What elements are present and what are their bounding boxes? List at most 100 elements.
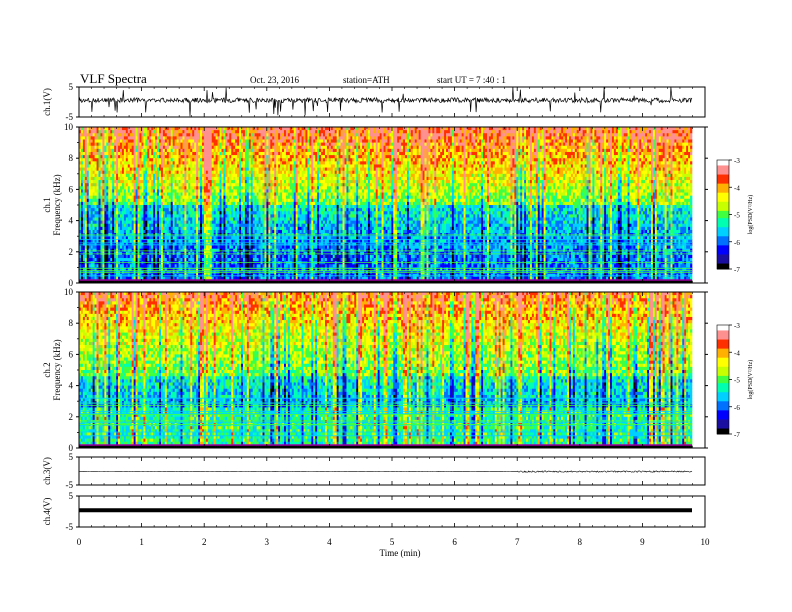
colorbar-segment xyxy=(717,417,729,420)
y-tick-label: 2 xyxy=(69,412,74,422)
waveform-trace xyxy=(78,87,693,117)
colorbar-segment xyxy=(717,178,729,181)
y-tick-label: 4 xyxy=(69,381,74,391)
colorbar-segment xyxy=(717,187,729,190)
colorbar-segment xyxy=(717,198,729,201)
figure-title: VLF Spectra xyxy=(80,71,147,86)
colorbar-segment xyxy=(717,395,729,399)
colorbar-segment xyxy=(717,383,729,386)
colorbar-segment xyxy=(717,258,729,261)
colorbar: -3 -4 -5 -6 -7 log(PSD(V²/Hz) xyxy=(716,157,754,274)
colorbar-segment xyxy=(717,359,729,362)
y-tick-label: 10 xyxy=(64,122,74,132)
colorbar-segment xyxy=(717,428,729,431)
colorbar-segment xyxy=(717,250,729,254)
colorbar-tick-label: -6 xyxy=(734,404,740,412)
colorbar-segment xyxy=(717,267,729,270)
colorbar-segment xyxy=(717,161,729,165)
colorbar-segment xyxy=(717,265,729,268)
colorbar-label: log(PSD(V²/Hz) xyxy=(747,360,754,399)
colorbar-segment xyxy=(717,243,729,246)
colorbar-segment xyxy=(717,221,729,225)
spectrogram-cells xyxy=(79,292,693,449)
waveform-trace xyxy=(78,470,693,473)
x-tick-label: 3 xyxy=(265,537,270,547)
y-tick-label: 0 xyxy=(69,278,74,288)
colorbar-segment xyxy=(717,432,729,435)
colorbar-segment xyxy=(717,247,729,250)
colorbar-segment xyxy=(717,414,729,417)
y-axis-label: ch.4(V) xyxy=(42,498,52,526)
colorbar-segment xyxy=(717,330,729,333)
y-tick-label: -5 xyxy=(66,522,74,532)
colorbar-segment xyxy=(717,209,729,212)
colorbar-segment xyxy=(717,379,729,382)
colorbar-segment xyxy=(717,160,729,163)
colorbar-segment xyxy=(717,205,729,208)
colorbar-segment xyxy=(717,328,729,331)
colorbar-segment xyxy=(717,394,729,397)
colorbar-tick-label: -4 xyxy=(734,184,740,192)
colorbar-segment xyxy=(717,229,729,232)
ch4-waveform-panel: 5 -5 ch.4(V) xyxy=(42,491,706,532)
y-tick-label: 5 xyxy=(69,491,74,501)
colorbar-segment xyxy=(717,263,729,266)
colorbar-segment xyxy=(717,261,729,265)
station-label: station=ATH xyxy=(343,75,390,85)
colorbar-segment xyxy=(717,174,729,177)
x-axis-label: Time (min) xyxy=(380,548,421,558)
colorbar-label: log(PSD(V²/Hz) xyxy=(747,195,754,234)
colorbar-segment xyxy=(717,241,729,245)
colorbar-segment xyxy=(717,355,729,359)
colorbar-segment xyxy=(717,370,729,373)
colorbar-segment xyxy=(717,227,729,230)
colorbar-segment xyxy=(717,408,729,411)
colorbar-segment xyxy=(717,430,729,433)
colorbar-segment xyxy=(717,236,729,239)
colorbar-segment xyxy=(717,212,729,215)
y-tick-label: 4 xyxy=(69,216,74,226)
x-tick-label: 0 xyxy=(77,537,82,547)
colorbar-segment xyxy=(717,169,729,172)
colorbar-segment xyxy=(717,375,729,379)
time-axis: Time (min) 0 1 2 3 4 5 6 7 8 9 10 xyxy=(77,537,710,558)
colorbar-segment xyxy=(717,172,729,176)
x-tick-label: 8 xyxy=(578,537,583,547)
colorbar-segment xyxy=(717,399,729,402)
colorbar-segment xyxy=(717,426,729,430)
ch1-waveform-panel: 5 -5 ch.1(V) xyxy=(42,82,706,122)
y-tick-label: -5 xyxy=(66,480,74,490)
colorbar-segment xyxy=(717,415,729,419)
colorbar-segment xyxy=(717,216,729,219)
colorbar-segment xyxy=(717,176,729,179)
y-tick-label: -5 xyxy=(66,112,74,122)
y-tick-label: 5 xyxy=(69,82,74,92)
colorbars: -3 -4 -5 -6 -7 log(PSD(V²/Hz) -3 -4 -5 -6 -7 log(PS… xyxy=(716,157,754,439)
y-tick-label: 10 xyxy=(64,287,74,297)
colorbar-segment xyxy=(717,163,729,166)
colorbar-tick-label: -6 xyxy=(734,239,740,247)
colorbar-segment xyxy=(717,254,729,257)
y-tick-label: 8 xyxy=(69,318,74,328)
colorbar-segment xyxy=(717,401,729,404)
colorbar-segment xyxy=(717,424,729,428)
colorbar-segment xyxy=(717,179,729,183)
colorbar-tick-label: -3 xyxy=(734,157,740,165)
x-tick-label: 9 xyxy=(640,537,645,547)
x-tick-label: 4 xyxy=(327,537,332,547)
colorbar-segment xyxy=(717,190,729,194)
colorbar-segment xyxy=(717,218,729,221)
colorbar-segment xyxy=(717,363,729,366)
colorbar-segment xyxy=(717,203,729,206)
colorbar-segment xyxy=(717,419,729,422)
colorbar-tick-label: -7 xyxy=(734,431,740,439)
colorbar-segment xyxy=(717,326,729,330)
colorbar-segment xyxy=(717,170,729,174)
y-tick-label: 2 xyxy=(69,247,74,257)
colorbar-segment xyxy=(717,381,729,384)
y-tick-label: 5 xyxy=(69,452,74,462)
colorbar-segment xyxy=(717,223,729,226)
colorbar-tick-label: -7 xyxy=(734,266,740,274)
colorbar-segment xyxy=(717,199,729,203)
